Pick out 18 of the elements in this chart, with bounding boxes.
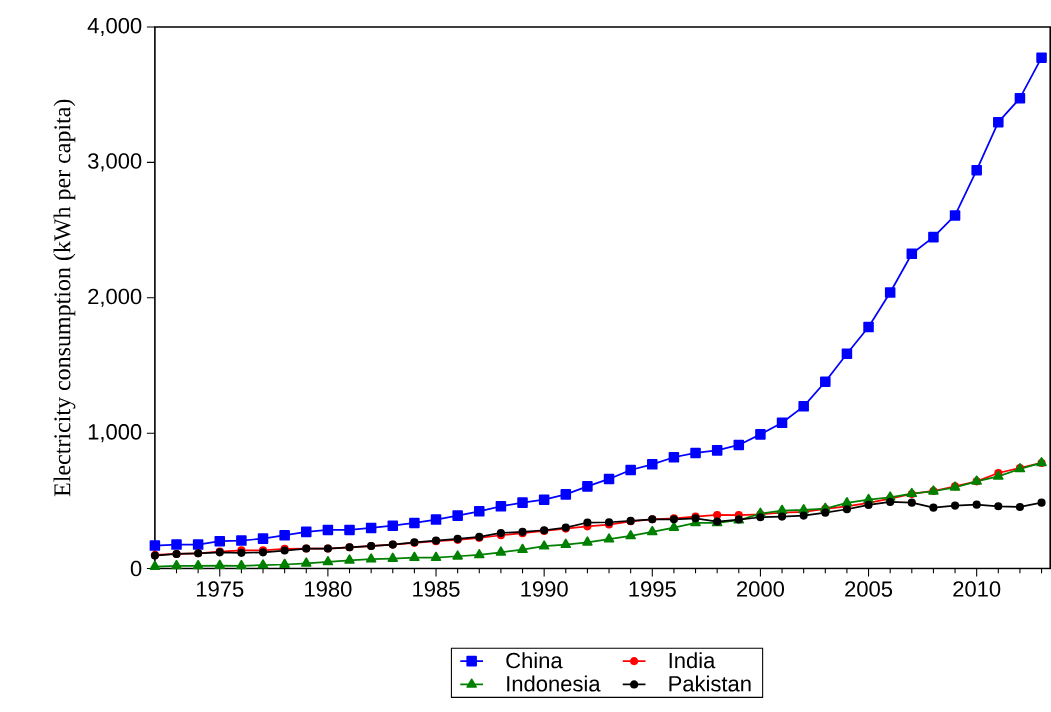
legend-label: Indonesia: [507, 675, 601, 692]
y-tick-label: 2,000: [88, 288, 142, 307]
y-axis-title: Electricity consumption (kWh per capita): [53, 99, 76, 496]
x-tick-label: 1995: [629, 581, 676, 597]
x-tick-label: 2005: [845, 581, 893, 597]
legend-label: China: [506, 651, 563, 669]
x-tick-label: 1990: [521, 581, 568, 597]
legend-label: Pakistan: [669, 675, 751, 692]
x-tick-label: 1980: [305, 581, 352, 597]
y-tick-label: 0: [130, 560, 142, 577]
x-tick-label: 1985: [413, 581, 460, 597]
legend-label: India: [669, 651, 716, 669]
x-tick-label: 2010: [953, 581, 1001, 597]
y-tick-label: 4,000: [87, 17, 142, 36]
y-tick-label: 1,000: [88, 423, 142, 443]
y-tick-label: 3,000: [88, 153, 142, 172]
x-tick-label: 1975: [196, 581, 244, 597]
x-tick-label: 2000: [737, 581, 784, 597]
